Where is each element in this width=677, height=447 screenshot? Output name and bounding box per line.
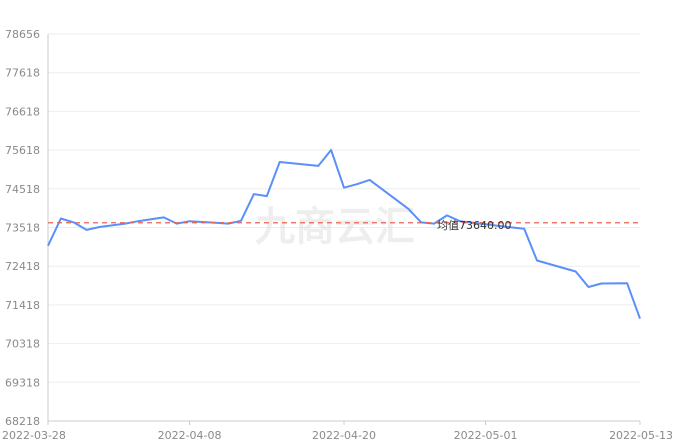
y-tick-label: 74518 xyxy=(5,183,40,196)
x-tick-label: 2022-04-20 xyxy=(312,429,376,442)
y-tick-label: 75618 xyxy=(5,144,40,157)
x-tick-label: 2022-04-08 xyxy=(158,429,222,442)
y-tick-label: 71418 xyxy=(5,299,40,312)
y-tick-label: 73518 xyxy=(5,222,40,235)
y-tick-label: 69318 xyxy=(5,376,40,389)
x-tick-label: 2022-05-13 xyxy=(609,429,673,442)
y-tick-label: 68218 xyxy=(5,415,40,428)
x-tick-label: 2022-03-28 xyxy=(2,429,66,442)
y-tick-label: 76618 xyxy=(5,105,40,118)
y-tick-label: 72418 xyxy=(5,260,40,273)
series-line xyxy=(47,149,641,319)
y-tick-label: 77618 xyxy=(5,67,40,80)
axes xyxy=(47,34,641,425)
average-layer: 均值73640.00 xyxy=(48,219,640,232)
watermark-text: 九商云汇 xyxy=(255,204,415,250)
x-tick-label: 2022-05-01 xyxy=(454,429,518,442)
y-tick-label: 78656 xyxy=(5,28,40,41)
y-tick-label: 70318 xyxy=(5,338,40,351)
x-axis-tick-labels: 2022-03-28 2022-04-08 2022-04-20 2022-05-01… xyxy=(2,429,673,442)
average-label: 均值73640.00 xyxy=(437,219,512,232)
y-axis-tick-labels: 78656 77618 76618 75618 74518 73518 72418 71418… xyxy=(5,28,40,428)
series-layer xyxy=(47,149,641,319)
